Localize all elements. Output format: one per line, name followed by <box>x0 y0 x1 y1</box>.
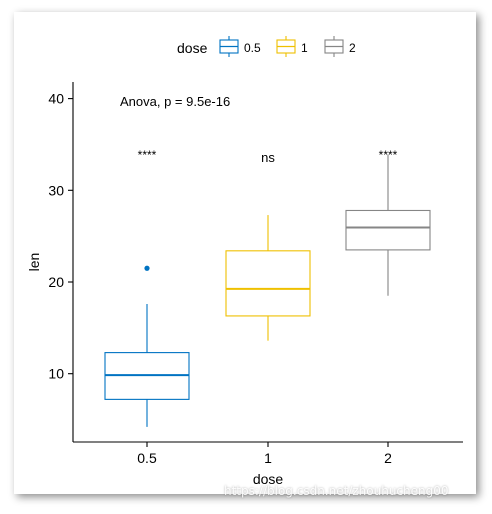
significance-label: **** <box>379 148 398 162</box>
x-tick-label: 2 <box>384 450 392 466</box>
significance-label: **** <box>138 148 157 162</box>
box-group-2 <box>345 154 431 296</box>
x-tick-label: 0.5 <box>137 450 157 466</box>
y-tick-label: 40 <box>48 91 64 107</box>
y-tick-label: 20 <box>48 274 64 290</box>
iqr-box <box>345 209 431 251</box>
y-tick-label: 30 <box>48 182 64 198</box>
legend-label: 0.5 <box>244 41 261 55</box>
x-tick-label: 1 <box>264 450 272 466</box>
box-group-0_5 <box>104 265 190 427</box>
watermark: https://blog.csdn.net/zhouhucheng00 <box>224 484 449 498</box>
y-tick-label: 10 <box>48 366 64 382</box>
box-group-1 <box>225 215 311 341</box>
iqr-box <box>225 250 311 317</box>
legend-title: dose <box>177 40 208 56</box>
box-plot: dose 0.5 1 2 10 20 30 40 0.5 1 2 len dose Anova… <box>26 36 463 487</box>
significance-label: ns <box>261 150 275 165</box>
anova-annotation: Anova, p = 9.5e-16 <box>120 94 230 109</box>
y-axis-label: len <box>26 253 42 272</box>
outlier-point <box>144 265 150 271</box>
legend-label: 2 <box>349 41 356 55</box>
legend: dose 0.5 1 2 <box>177 36 356 57</box>
legend-item-1: 1 <box>276 36 308 57</box>
chart-frame: dose 0.5 1 2 10 20 30 40 0.5 1 2 len dose Anova… <box>14 12 476 494</box>
x-axis-label: dose <box>253 471 284 487</box>
legend-item-2: 2 <box>324 36 356 57</box>
legend-label: 1 <box>301 41 308 55</box>
legend-item-0_5: 0.5 <box>219 36 261 57</box>
